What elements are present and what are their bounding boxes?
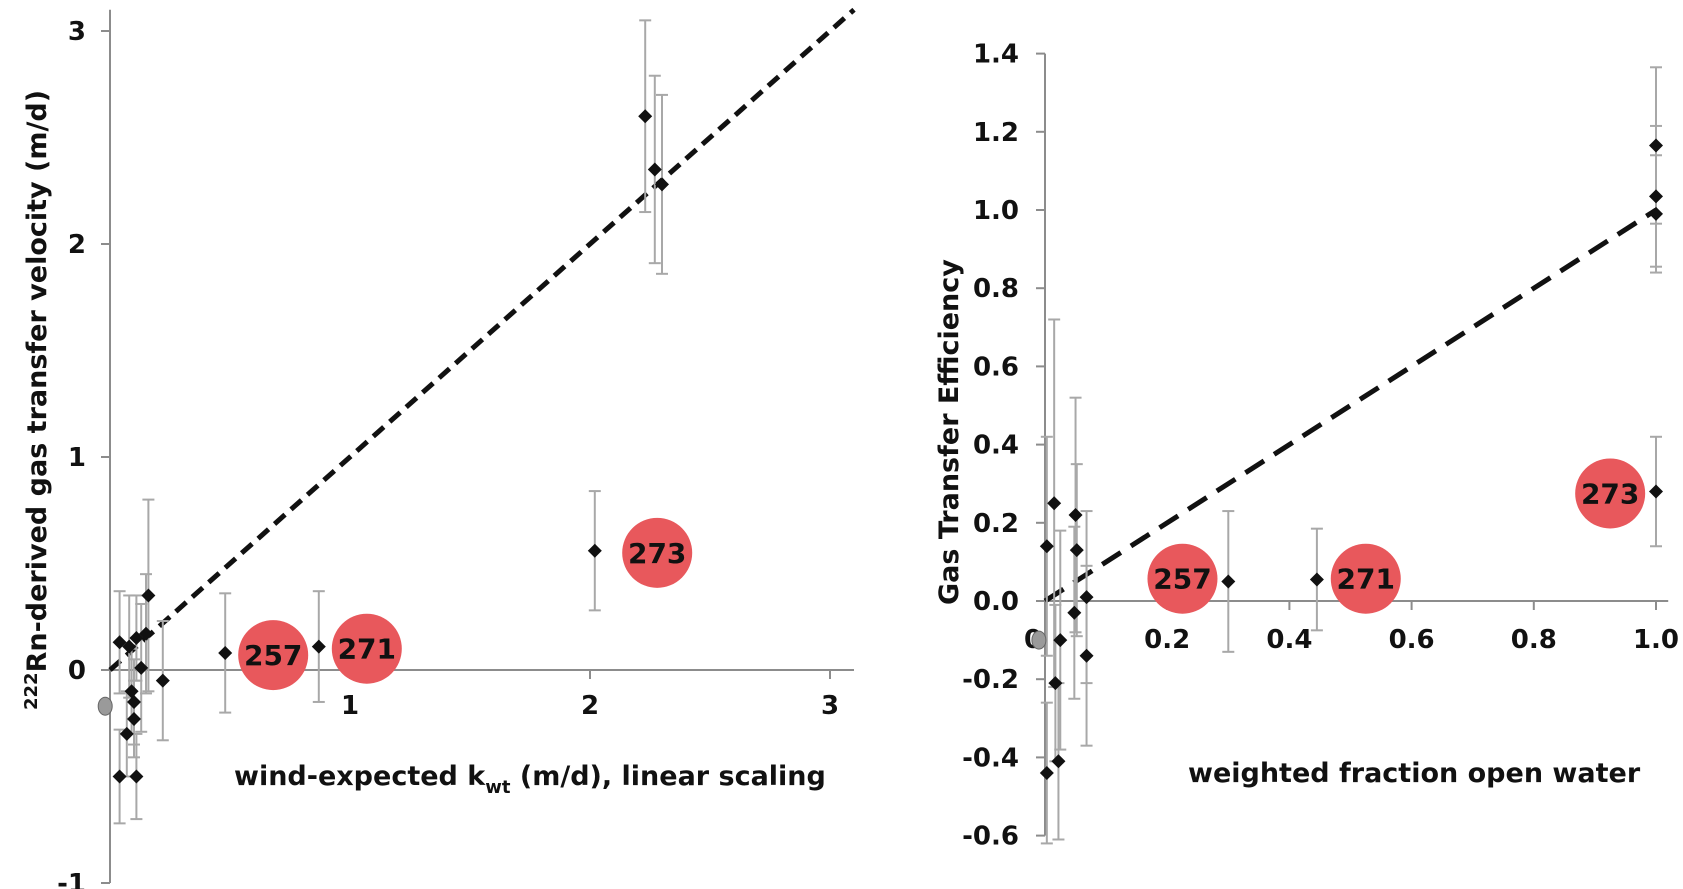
left-data-point [124,684,139,699]
left-x-tick-label: 1 [341,691,359,721]
left-data-point [134,660,149,675]
right-y-tick-label: -0.4 [962,743,1019,773]
left-data-point [122,639,137,654]
left-data-point [647,162,662,177]
left-data-point [141,588,156,603]
right-data-point [1047,496,1062,511]
right-fit-line [1043,207,1658,604]
left-fit-line [108,7,856,672]
right-x-tick-label: 0.4 [1266,625,1312,655]
right-data-point [1649,206,1663,221]
left-data-point [155,673,170,688]
right-y-tick-label: 1.4 [973,40,1019,70]
right-x-axis-label: weighted fraction open water [1188,758,1641,789]
right-data-point [1051,754,1066,769]
right-x-tick-label: 1.0 [1633,625,1679,655]
left-annotation-bubble [331,613,402,684]
right-data-point [1079,648,1094,663]
left-data-point [638,109,653,124]
right-data-point [1067,605,1082,620]
right-annotation-bubble [1575,458,1646,529]
left-y-tick-label: 2 [68,230,86,260]
left-data-point [127,694,141,709]
right-annotation-bubble [1330,543,1401,614]
left-y-tick-label: 0 [68,656,86,686]
right-y-tick-label: -0.2 [962,665,1019,695]
right-annotation-bubble [1147,543,1218,614]
right-y-tick-label: 1.2 [973,118,1019,148]
left-annotation-label: 271 [338,633,396,666]
right-data-point [1048,676,1063,691]
left-annotation-label: 257 [244,639,302,672]
right-annotation-label: 273 [1581,477,1639,510]
right-y-axis-label: Gas Transfer Efficiency [934,259,965,605]
left-annotation-bubble [622,517,693,588]
right-x-tick-label: 0.6 [1389,625,1435,655]
left-x-tick-label: 3 [821,691,839,721]
right-annotation-label: 257 [1153,563,1211,596]
left-grey-point [97,696,113,716]
right-data-point [1309,572,1324,587]
right-x-tick-label: 0.8 [1511,625,1557,655]
left-x-axis-label: wind-expected kwt (m/d), linear scaling [234,761,826,798]
right-grey-point [1031,630,1047,650]
right-data-point [1069,543,1084,558]
left-data-point [655,177,669,192]
left-panel-scatter: 3 2 1 0 -1 1 2 3 257 271 273 [57,7,856,889]
left-y-tick-label: -1 [57,869,86,889]
right-x-tick-label: 0.2 [1144,625,1190,655]
left-data-point [119,726,134,741]
right-y-tick-label: -0.6 [962,822,1019,852]
left-y-axis-label: 222Rn-derived gas transfer velocity (m/d… [21,90,53,710]
right-panel-scatter: 1.4 1.2 1.0 0.8 0.6 0.4 0.2 0.0 -0.2 -0.4 -0.6 0.2 0… [962,40,1679,852]
right-data-point [1649,484,1663,499]
right-data-point [1039,539,1054,554]
left-x-tick-label: 2 [581,691,599,721]
right-data-point [1649,189,1663,204]
right-y-tick-label: 0.6 [973,352,1019,382]
right-data-point [1039,766,1054,781]
left-data-point [127,711,141,726]
right-data-point [1221,574,1236,589]
right-y-tick-label: 0.8 [973,274,1019,304]
left-data-point [139,626,153,641]
left-y-tick-label: 3 [68,17,86,47]
right-data-point [1649,138,1663,153]
left-data-point [129,769,144,784]
right-y-tick-label: 0.4 [973,431,1019,461]
left-data-point [311,639,326,654]
right-data-point [1053,633,1068,648]
right-y-tick-label: 0.2 [973,509,1019,539]
right-data-point [1068,507,1083,522]
left-data-point [218,645,233,660]
left-data-point [112,769,127,784]
right-data-point [1079,590,1094,605]
right-annotation-label: 271 [1337,563,1395,596]
right-y-tick-label: 1.0 [973,196,1019,226]
left-annotation-label: 273 [628,537,686,570]
left-y-tick-label: 1 [68,443,86,473]
right-y-tick-label: 0.0 [973,587,1019,617]
left-data-point [587,543,602,558]
left-annotation-bubble [238,620,309,691]
